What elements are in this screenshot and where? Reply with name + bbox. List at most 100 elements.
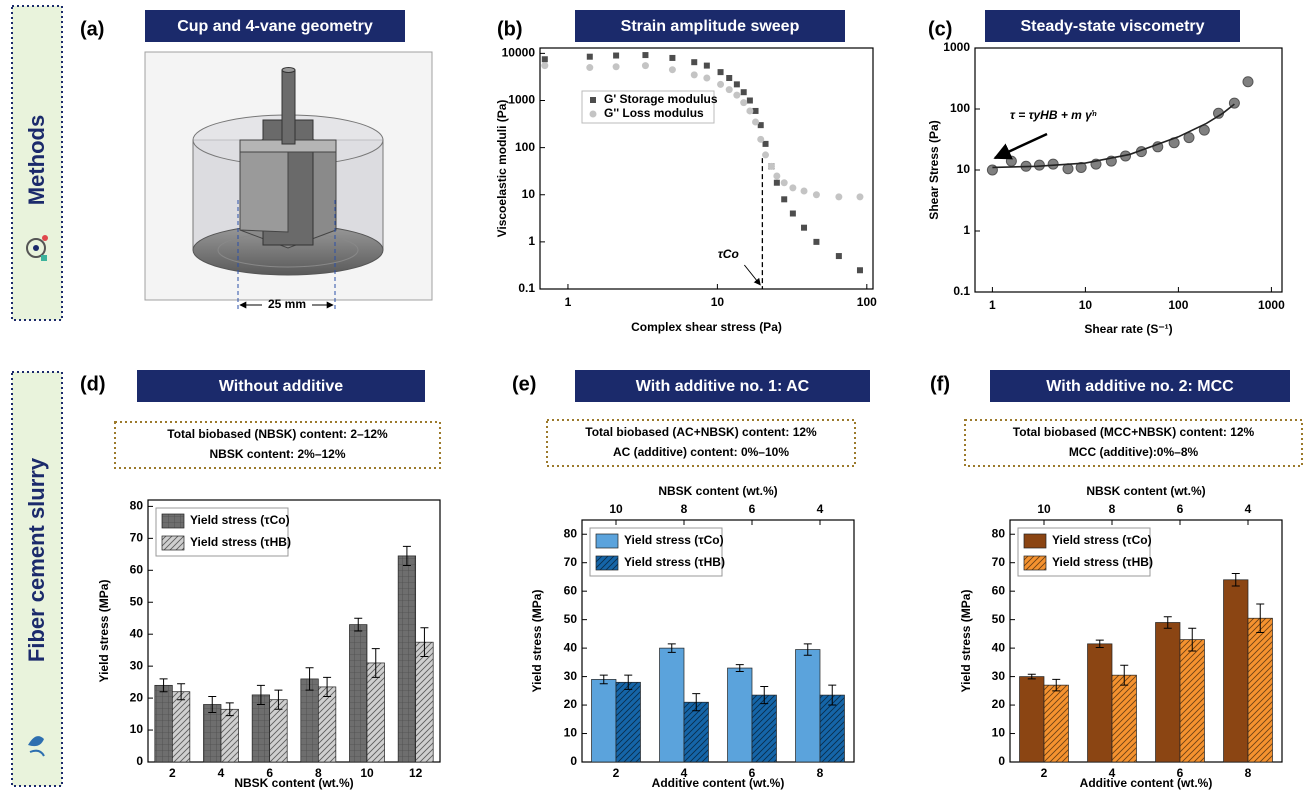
- annotation-line: Total biobased (NBSK) content: 2–12%: [167, 427, 388, 441]
- x-tick-label: 10: [360, 766, 374, 780]
- y-tick-label: 1000: [508, 93, 535, 107]
- y-tick-label: 80: [130, 499, 144, 513]
- top-tick-label: 8: [681, 502, 688, 516]
- x-tick-label: 8: [817, 766, 824, 780]
- bar: [752, 695, 776, 762]
- top-tick-label: 4: [1245, 502, 1252, 516]
- top-axis-label: NBSK content (wt.%): [658, 484, 777, 498]
- x-tick-label: 12: [409, 766, 423, 780]
- legend-label: Yield stress (τCo): [190, 513, 290, 527]
- figure: Methods Fiber cement slurry (a) Cup and …: [0, 0, 1304, 793]
- point: [733, 92, 740, 99]
- y-tick-label: 100: [950, 101, 970, 115]
- point: [1243, 77, 1253, 87]
- y-tick-label: 0.1: [953, 284, 970, 298]
- legend-label: Yield stress (τCo): [624, 533, 724, 547]
- point: [669, 66, 676, 73]
- x-tick-label: 1: [565, 295, 572, 309]
- y-tick-label: 10000: [502, 46, 536, 60]
- annotation-label: τCo: [718, 247, 739, 261]
- point: [726, 86, 733, 93]
- panel-letter: (b): [497, 18, 523, 40]
- point: [703, 75, 710, 82]
- bar: [416, 642, 434, 762]
- y-tick-label: 0: [136, 754, 143, 768]
- bar: [1224, 580, 1248, 762]
- point: [586, 64, 593, 71]
- y-tick-label: 50: [130, 594, 144, 608]
- x-tick-label: 8: [1245, 766, 1252, 780]
- point: [768, 163, 775, 170]
- point: [835, 193, 842, 200]
- y-tick-label: 80: [992, 526, 1006, 540]
- point: [801, 188, 808, 195]
- bar: [728, 668, 752, 762]
- y-tick-label: 10: [957, 162, 971, 176]
- x-tick-label: 2: [169, 766, 176, 780]
- point: [541, 62, 548, 69]
- y-tick-label: 20: [130, 690, 144, 704]
- annotation-arrow: [744, 265, 760, 285]
- x-tick-label: 100: [1168, 298, 1188, 312]
- point: [1006, 156, 1016, 166]
- point: [789, 184, 796, 191]
- legend-swatch: [596, 556, 618, 570]
- legend-swatch: [162, 514, 184, 528]
- y-tick-label: 1: [963, 223, 970, 237]
- top-tick-label: 8: [1109, 502, 1116, 516]
- bar: [1180, 640, 1204, 762]
- panel-title: Strain amplitude sweep: [621, 18, 800, 35]
- side-label: Fiber cement slurry: [24, 457, 49, 662]
- point: [542, 56, 548, 62]
- panel-title: Steady-state viscometry: [1020, 18, 1204, 35]
- y-tick-label: 70: [130, 531, 144, 545]
- point: [836, 253, 842, 259]
- panel-title: Without additive: [219, 378, 343, 395]
- point: [746, 107, 753, 114]
- y-tick-label: 0: [570, 754, 577, 768]
- bar: [221, 709, 239, 762]
- point: [613, 53, 619, 59]
- bar: [660, 648, 684, 762]
- bar: [301, 679, 319, 762]
- point: [763, 141, 769, 147]
- top-axis-label: NBSK content (wt.%): [1086, 484, 1205, 498]
- y-tick-label: 1000: [943, 40, 970, 54]
- point: [642, 52, 648, 58]
- panel-title: Cup and 4-vane geometry: [177, 18, 373, 35]
- y-tick-label: 40: [992, 640, 1006, 654]
- side-panel: Fiber cement slurry: [12, 372, 62, 786]
- y-tick-label: 30: [130, 658, 144, 672]
- y-tick-label: 50: [992, 612, 1006, 626]
- legend-label: Yield stress (τCo): [1052, 533, 1152, 547]
- annotation-line: Total biobased (AC+NBSK) content: 12%: [585, 425, 817, 439]
- panel-title: With additive no. 1: AC: [636, 378, 810, 395]
- y-tick-label: 60: [992, 583, 1006, 597]
- point: [801, 225, 807, 231]
- legend-label: Yield stress (τHB): [1052, 555, 1153, 569]
- y-tick-label: 1: [528, 234, 535, 248]
- x-tick-label: 1000: [1258, 298, 1285, 312]
- y-tick-label: 10: [130, 722, 144, 736]
- y-tick-label: 60: [130, 562, 144, 576]
- y-tick-label: 30: [564, 669, 578, 683]
- plot-frame: [540, 48, 873, 289]
- point: [587, 54, 593, 60]
- panel-letter: (e): [512, 373, 536, 395]
- annotation-line: MCC (additive):0%–8%: [1069, 445, 1199, 459]
- top-tick-label: 4: [817, 502, 824, 516]
- y-axis-label: Shear Stress (Pa): [927, 120, 941, 219]
- legend-swatch: [596, 534, 618, 548]
- equation: τ = τyHB + m γ̇ⁿ: [1010, 108, 1097, 122]
- bar: [592, 679, 616, 762]
- panel-letter: (f): [930, 373, 950, 395]
- bar: [796, 650, 820, 762]
- point: [740, 99, 747, 106]
- point: [813, 191, 820, 198]
- plot-frame: [975, 48, 1282, 292]
- equation-arrow: [995, 134, 1047, 158]
- bar: [1248, 618, 1272, 762]
- bar: [1020, 677, 1044, 762]
- legend-label: Yield stress (τHB): [624, 555, 725, 569]
- x-axis-label: NBSK content (wt.%): [234, 776, 353, 790]
